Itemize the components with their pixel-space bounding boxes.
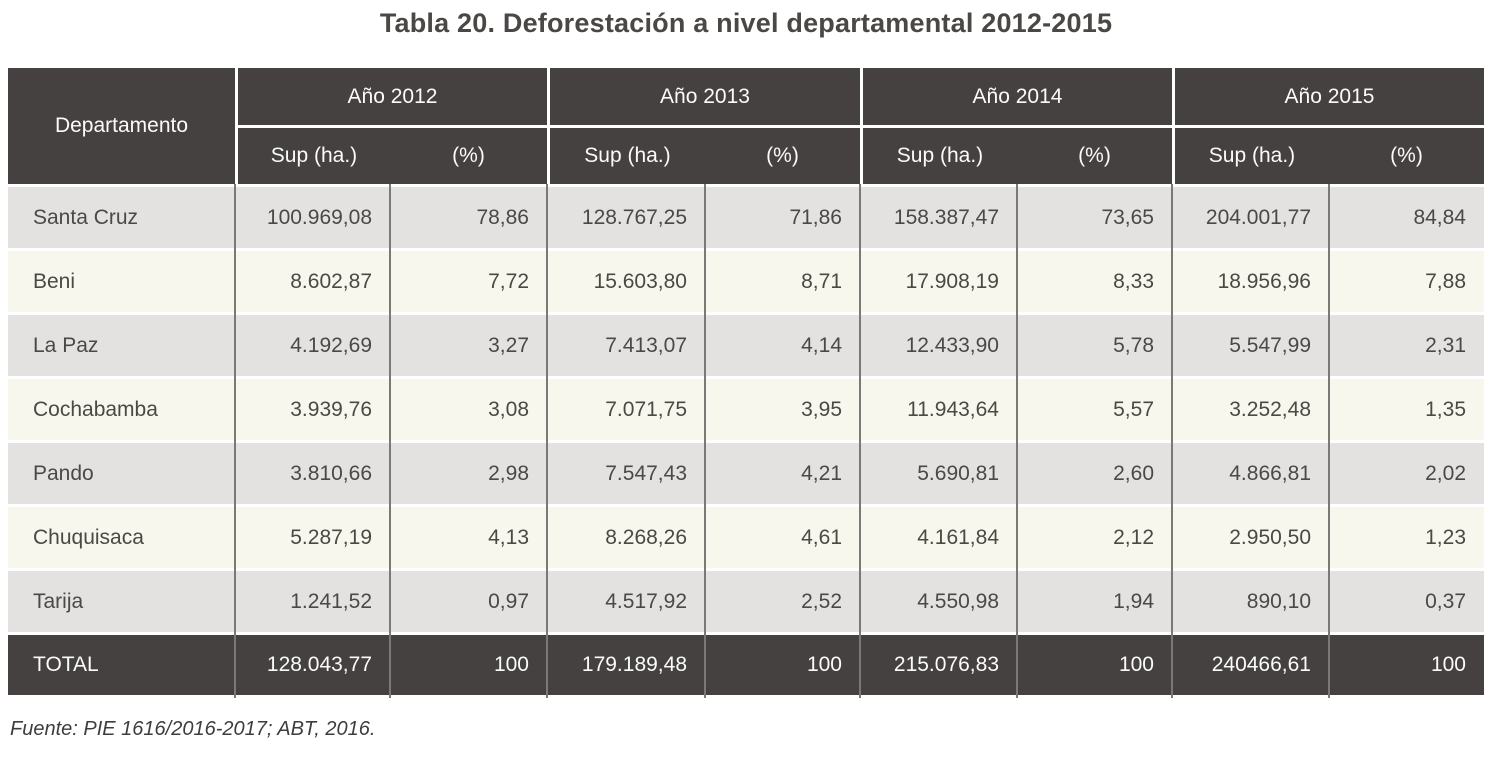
row-department-name: Pando [8,443,235,504]
total-value: 215.076,83 [860,635,1017,695]
cell-value: 4.550,98 [860,571,1017,632]
cell-value: 4.866,81 [1172,443,1329,504]
cell-value: 17.908,19 [860,251,1017,312]
cell-value: 3,95 [705,379,860,440]
cell-value: 4.517,92 [547,571,705,632]
total-value: 240466,61 [1172,635,1329,695]
cell-value: 5.690,81 [860,443,1017,504]
cell-value: 128.767,25 [547,187,705,248]
cell-value: 158.387,47 [860,187,1017,248]
cell-value: 3,27 [390,315,547,376]
cell-value: 4,13 [390,507,547,568]
cell-value: 1,23 [1329,507,1484,568]
cell-value: 2.950,50 [1172,507,1329,568]
cell-value: 4,21 [705,443,860,504]
cell-value: 3,08 [390,379,547,440]
column-divider [859,184,861,698]
cell-value: 8,33 [1017,251,1172,312]
subheader-sup-2012: Sup (ha.) [235,128,390,184]
total-value: 100 [390,635,547,695]
subheader-sup-2014: Sup (ha.) [860,128,1017,184]
cell-value: 15.603,80 [547,251,705,312]
cell-value: 8.268,26 [547,507,705,568]
cell-value: 78,86 [390,187,547,248]
cell-value: 71,86 [705,187,860,248]
cell-value: 2,12 [1017,507,1172,568]
cell-value: 4,14 [705,315,860,376]
cell-value: 11.943,64 [860,379,1017,440]
cell-value: 2,98 [390,443,547,504]
subheader-pct-2013: (%) [705,128,860,184]
cell-value: 1.241,52 [235,571,390,632]
cell-value: 4.161,84 [860,507,1017,568]
cell-value: 7.547,43 [547,443,705,504]
cell-value: 7,88 [1329,251,1484,312]
subheader-sup-2015: Sup (ha.) [1172,128,1329,184]
cell-value: 4.192,69 [235,315,390,376]
column-divider [389,184,391,698]
row-department-name: Cochabamba [8,379,235,440]
cell-value: 7,72 [390,251,547,312]
total-label: TOTAL [8,635,235,695]
subheader-pct-2012: (%) [390,128,547,184]
cell-value: 4,61 [705,507,860,568]
header-departamento: Departamento [8,68,235,184]
column-divider [234,184,236,698]
cell-value: 3.939,76 [235,379,390,440]
row-department-name: Santa Cruz [8,187,235,248]
table-grid: Departamento Año 2012 Año 2013 Año 2014 … [8,68,1484,695]
subheader-pct-2014: (%) [1017,128,1172,184]
cell-value: 5.287,19 [235,507,390,568]
header-year-2012: Año 2012 [235,68,547,125]
total-value: 179.189,48 [547,635,705,695]
column-divider [1328,184,1330,698]
header-year-2014: Año 2014 [860,68,1172,125]
row-department-name: La Paz [8,315,235,376]
total-value: 128.043,77 [235,635,390,695]
subheader-pct-2015: (%) [1329,128,1484,184]
cell-value: 0,97 [390,571,547,632]
cell-value: 100.969,08 [235,187,390,248]
column-divider [1171,184,1173,698]
cell-value: 5.547,99 [1172,315,1329,376]
cell-value: 1,35 [1329,379,1484,440]
total-value: 100 [1329,635,1484,695]
row-department-name: Chuquisaca [8,507,235,568]
header-year-2013: Año 2013 [547,68,860,125]
cell-value: 0,37 [1329,571,1484,632]
total-value: 100 [1017,635,1172,695]
row-department-name: Beni [8,251,235,312]
row-department-name: Tarija [8,571,235,632]
cell-value: 2,52 [705,571,860,632]
cell-value: 8.602,87 [235,251,390,312]
cell-value: 2,31 [1329,315,1484,376]
cell-value: 1,94 [1017,571,1172,632]
cell-value: 5,78 [1017,315,1172,376]
column-divider [704,184,706,698]
cell-value: 7.413,07 [547,315,705,376]
cell-value: 7.071,75 [547,379,705,440]
header-year-2015: Año 2015 [1172,68,1484,125]
cell-value: 12.433,90 [860,315,1017,376]
cell-value: 73,65 [1017,187,1172,248]
cell-value: 84,84 [1329,187,1484,248]
data-table: Departamento Año 2012 Año 2013 Año 2014 … [8,68,1484,698]
subheader-sup-2013: Sup (ha.) [547,128,705,184]
cell-value: 2,02 [1329,443,1484,504]
column-divider [546,184,548,698]
cell-value: 204.001,77 [1172,187,1329,248]
cell-value: 18.956,96 [1172,251,1329,312]
table-title: Tabla 20. Deforestación a nivel departam… [379,8,1113,38]
cell-value: 8,71 [705,251,860,312]
cell-value: 890,10 [1172,571,1329,632]
cell-value: 5,57 [1017,379,1172,440]
cell-value: 2,60 [1017,443,1172,504]
total-value: 100 [705,635,860,695]
cell-value: 3.252,48 [1172,379,1329,440]
source-note: Fuente: PIE 1616/2016-2017; ABT, 2016. [10,718,376,740]
column-divider [1016,184,1018,698]
cell-value: 3.810,66 [235,443,390,504]
